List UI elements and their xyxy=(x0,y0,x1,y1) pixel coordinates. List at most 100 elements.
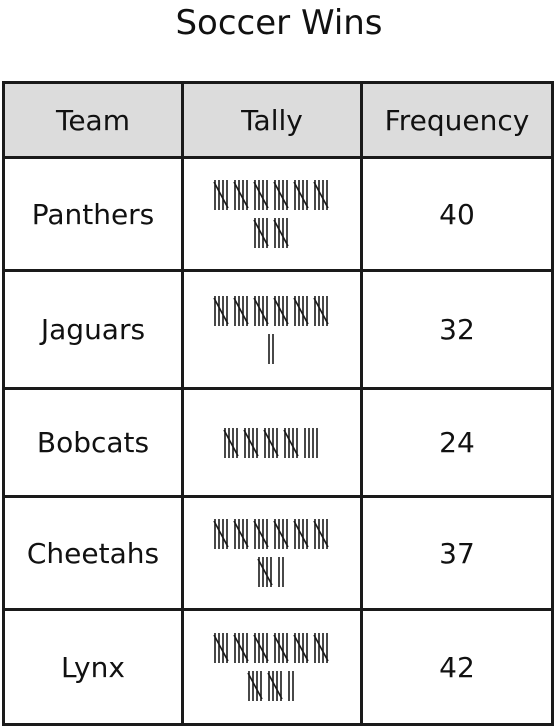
header-tally: Tally xyxy=(180,81,363,159)
tally-cross-stroke xyxy=(257,558,273,586)
team-name: Jaguars xyxy=(2,269,184,390)
tally-group-five xyxy=(233,519,249,549)
tally-group-five xyxy=(293,180,309,210)
tally-group-five xyxy=(247,671,263,701)
tally-group-five xyxy=(293,295,309,326)
tally-group-five xyxy=(283,427,299,458)
tally-cross-stroke xyxy=(253,219,269,247)
table-row: Lynx 42 xyxy=(2,608,555,726)
tally-cross-stroke xyxy=(313,634,329,662)
tally-group-five xyxy=(313,295,329,326)
tally-marks xyxy=(180,495,363,611)
tally-cross-stroke xyxy=(233,297,249,324)
tally-cross-stroke xyxy=(233,634,249,662)
table-row: Cheetahs 37 xyxy=(2,495,555,611)
tally-group-five xyxy=(233,633,249,663)
tally-cross-stroke xyxy=(313,520,329,548)
tally-group-five xyxy=(253,180,269,210)
tally-cross-stroke xyxy=(293,297,309,324)
tally-svg xyxy=(213,633,329,701)
tally-group-five xyxy=(263,427,279,458)
tally-cross-stroke xyxy=(283,429,299,456)
tally-cross-stroke xyxy=(213,634,229,662)
tally-group-five xyxy=(213,295,229,326)
tally-group-five xyxy=(273,633,289,663)
tally-cross-stroke xyxy=(273,520,289,548)
tally-cross-stroke xyxy=(253,297,269,324)
tally-group-five xyxy=(213,633,229,663)
tally-cross-stroke xyxy=(263,429,279,456)
team-name: Bobcats xyxy=(2,387,184,498)
tally-cross-stroke xyxy=(267,672,283,700)
header-frequency: Frequency xyxy=(359,81,555,159)
tally-cross-stroke xyxy=(233,181,249,209)
tally-svg xyxy=(213,180,329,248)
chart-title: Soccer Wins xyxy=(175,3,383,43)
tally-group-five xyxy=(313,519,329,549)
tally-cross-stroke xyxy=(253,520,269,548)
tally-group-five xyxy=(257,557,273,587)
tally-cross-stroke xyxy=(253,634,269,662)
frequency-value: 24 xyxy=(359,387,555,498)
tally-marks xyxy=(180,156,363,272)
header-team: Team xyxy=(2,81,184,159)
tally-cross-stroke xyxy=(273,297,289,324)
tally-cross-stroke xyxy=(273,181,289,209)
tally-group-five xyxy=(293,633,309,663)
tally-marks xyxy=(180,387,363,498)
tally-group-five xyxy=(273,519,289,549)
tally-cross-stroke xyxy=(213,297,229,324)
tally-group-five xyxy=(293,519,309,549)
tally-group-five xyxy=(213,180,229,210)
tally-group-five xyxy=(267,671,283,701)
tally-cross-stroke xyxy=(293,181,309,209)
tally-group-five xyxy=(273,180,289,210)
tally-svg xyxy=(213,295,329,364)
tally-group-five xyxy=(223,427,239,458)
tally-svg xyxy=(213,519,329,587)
tally-cross-stroke xyxy=(313,181,329,209)
tally-cross-stroke xyxy=(243,429,259,456)
tally-group-five xyxy=(253,295,269,326)
tally-group-five xyxy=(213,519,229,549)
tally-svg xyxy=(223,427,318,458)
tally-group-five xyxy=(313,180,329,210)
tally-cross-stroke xyxy=(223,429,239,456)
tally-cross-stroke xyxy=(233,520,249,548)
tally-marks xyxy=(180,608,363,726)
tally-table: Team Tally Frequency Panthers 40 Jaguars… xyxy=(2,81,555,726)
tally-group-five xyxy=(253,519,269,549)
tally-group-five xyxy=(273,218,289,248)
tally-cross-stroke xyxy=(213,520,229,548)
tally-cross-stroke xyxy=(313,297,329,324)
tally-group-five xyxy=(233,180,249,210)
tally-cross-stroke xyxy=(253,181,269,209)
tally-cross-stroke xyxy=(247,672,263,700)
tally-group-partial xyxy=(278,557,284,587)
tally-group-five xyxy=(243,427,259,458)
team-name: Lynx xyxy=(2,608,184,726)
team-name: Panthers xyxy=(2,156,184,272)
frequency-value: 40 xyxy=(359,156,555,272)
tally-group-five xyxy=(253,218,269,248)
tally-group-partial xyxy=(288,671,294,701)
tally-group-five xyxy=(253,633,269,663)
tally-cross-stroke xyxy=(213,181,229,209)
tally-marks xyxy=(180,269,363,390)
table-row: Jaguars 32 xyxy=(2,269,555,390)
frequency-value: 32 xyxy=(359,269,555,390)
tally-group-five xyxy=(273,295,289,326)
tally-cross-stroke xyxy=(273,219,289,247)
frequency-value: 42 xyxy=(359,608,555,726)
table-row: Bobcats 24 xyxy=(2,387,555,498)
tally-cross-stroke xyxy=(293,634,309,662)
tally-group-five xyxy=(313,633,329,663)
header-row: Team Tally Frequency xyxy=(2,81,555,159)
tally-group-partial xyxy=(268,333,274,364)
frequency-value: 37 xyxy=(359,495,555,611)
table-row: Panthers 40 xyxy=(2,156,555,272)
tally-group-partial xyxy=(304,427,318,458)
tally-cross-stroke xyxy=(293,520,309,548)
team-name: Cheetahs xyxy=(2,495,184,611)
tally-cross-stroke xyxy=(273,634,289,662)
